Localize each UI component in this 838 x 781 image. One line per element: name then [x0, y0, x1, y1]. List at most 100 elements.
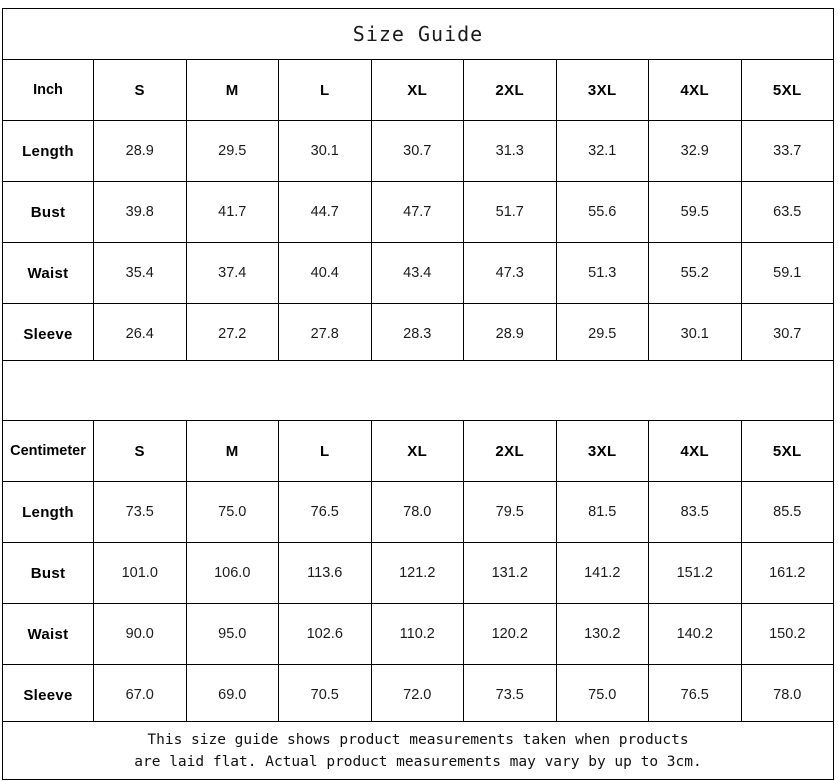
table-row: Bust 39.8 41.7 44.7 47.7 51.7 55.6 59.5 … [2, 181, 834, 243]
inch-sleeve-m: 27.2 [185, 303, 279, 365]
inch-waist-l: 40.4 [278, 242, 372, 304]
cm-waist-3xl: 130.2 [555, 603, 649, 665]
inch-unit-label: Inch [2, 59, 94, 121]
inch-col-header-2xl: 2XL [463, 59, 557, 121]
inch-sleeve-3xl: 29.5 [555, 303, 649, 365]
cm-waist-2xl: 120.2 [463, 603, 557, 665]
inch-col-header-m: M [185, 59, 279, 121]
inch-col-header-4xl: 4XL [648, 59, 742, 121]
table-row: Length 73.5 75.0 76.5 78.0 79.5 81.5 83.… [2, 481, 834, 543]
cm-waist-4xl: 140.2 [648, 603, 742, 665]
cm-col-header-xl: XL [370, 420, 464, 482]
cm-length-3xl: 81.5 [555, 481, 649, 543]
table-row: Waist 35.4 37.4 40.4 43.4 47.3 51.3 55.2… [2, 242, 834, 304]
inch-row-label-length: Length [2, 120, 94, 182]
table-row: Bust 101.0 106.0 113.6 121.2 131.2 141.2… [2, 542, 834, 604]
cm-bust-xl: 121.2 [370, 542, 464, 604]
cm-col-header-2xl: 2XL [463, 420, 557, 482]
table-row: Waist 90.0 95.0 102.6 110.2 120.2 130.2 … [2, 603, 834, 665]
table-row: Sleeve 26.4 27.2 27.8 28.3 28.9 29.5 30.… [2, 303, 834, 365]
cm-sleeve-5xl: 78.0 [740, 664, 834, 726]
inch-bust-xl: 47.7 [370, 181, 464, 243]
inch-bust-4xl: 59.5 [648, 181, 742, 243]
inch-waist-xl: 43.4 [370, 242, 464, 304]
inch-bust-l: 44.7 [278, 181, 372, 243]
page-title: Size Guide [2, 8, 834, 60]
inch-sleeve-5xl: 30.7 [740, 303, 834, 365]
inch-header-row: Inch S M L XL 2XL 3XL 4XL 5XL [2, 59, 834, 121]
inch-col-header-5xl: 5XL [740, 59, 834, 121]
inch-bust-3xl: 55.6 [555, 181, 649, 243]
cm-length-4xl: 83.5 [648, 481, 742, 543]
inch-length-2xl: 31.3 [463, 120, 557, 182]
separator-cell [2, 360, 834, 421]
cm-sleeve-m: 69.0 [185, 664, 279, 726]
cm-bust-2xl: 131.2 [463, 542, 557, 604]
inch-bust-5xl: 63.5 [740, 181, 834, 243]
cm-row-label-length: Length [2, 481, 94, 543]
inch-col-header-s: S [93, 59, 187, 121]
cm-length-5xl: 85.5 [740, 481, 834, 543]
inch-sleeve-l: 27.8 [278, 303, 372, 365]
cm-sleeve-3xl: 75.0 [555, 664, 649, 726]
cm-col-header-3xl: 3XL [555, 420, 649, 482]
cm-col-header-4xl: 4XL [648, 420, 742, 482]
cm-sleeve-s: 67.0 [93, 664, 187, 726]
inch-sleeve-xl: 28.3 [370, 303, 464, 365]
inch-waist-2xl: 47.3 [463, 242, 557, 304]
cm-sleeve-4xl: 76.5 [648, 664, 742, 726]
inch-waist-m: 37.4 [185, 242, 279, 304]
inch-length-4xl: 32.9 [648, 120, 742, 182]
inch-measurements-table: Inch S M L XL 2XL 3XL 4XL 5XL Length 28.… [2, 59, 834, 365]
cm-row-label-sleeve: Sleeve [2, 664, 94, 726]
cm-bust-m: 106.0 [185, 542, 279, 604]
cm-col-header-l: L [278, 420, 372, 482]
cm-sleeve-l: 70.5 [278, 664, 372, 726]
cm-bust-4xl: 151.2 [648, 542, 742, 604]
inch-length-s: 28.9 [93, 120, 187, 182]
cm-waist-l: 102.6 [278, 603, 372, 665]
inch-col-header-3xl: 3XL [555, 59, 649, 121]
footer-note-table: This size guide shows product measuremen… [2, 721, 834, 780]
title-table: Size Guide [2, 8, 834, 60]
table-row: Length 28.9 29.5 30.1 30.7 31.3 32.1 32.… [2, 120, 834, 182]
cm-col-header-m: M [185, 420, 279, 482]
footer-note-line-1: This size guide shows product measuremen… [147, 731, 689, 748]
inch-col-header-l: L [278, 59, 372, 121]
inch-bust-m: 41.7 [185, 181, 279, 243]
cm-col-header-5xl: 5XL [740, 420, 834, 482]
cm-sleeve-xl: 72.0 [370, 664, 464, 726]
inch-length-3xl: 32.1 [555, 120, 649, 182]
cm-col-header-s: S [93, 420, 187, 482]
inch-sleeve-4xl: 30.1 [648, 303, 742, 365]
cm-length-xl: 78.0 [370, 481, 464, 543]
cm-row-label-waist: Waist [2, 603, 94, 665]
inch-sleeve-2xl: 28.9 [463, 303, 557, 365]
inch-bust-2xl: 51.7 [463, 181, 557, 243]
inch-length-m: 29.5 [185, 120, 279, 182]
inch-length-l: 30.1 [278, 120, 372, 182]
inch-sleeve-s: 26.4 [93, 303, 187, 365]
inch-length-xl: 30.7 [370, 120, 464, 182]
cm-bust-5xl: 161.2 [740, 542, 834, 604]
cm-bust-l: 113.6 [278, 542, 372, 604]
cm-length-l: 76.5 [278, 481, 372, 543]
cm-row-label-bust: Bust [2, 542, 94, 604]
inch-waist-4xl: 55.2 [648, 242, 742, 304]
footer-note-line-2: are laid flat. Actual product measuremen… [134, 753, 702, 770]
inch-col-header-xl: XL [370, 59, 464, 121]
footer-note: This size guide shows product measuremen… [2, 721, 834, 780]
cm-waist-m: 95.0 [185, 603, 279, 665]
cm-sleeve-2xl: 73.5 [463, 664, 557, 726]
inch-row-label-bust: Bust [2, 181, 94, 243]
inch-row-label-sleeve: Sleeve [2, 303, 94, 365]
cm-bust-3xl: 141.2 [555, 542, 649, 604]
cm-bust-s: 101.0 [93, 542, 187, 604]
cm-waist-xl: 110.2 [370, 603, 464, 665]
cm-waist-5xl: 150.2 [740, 603, 834, 665]
inch-waist-5xl: 59.1 [740, 242, 834, 304]
centimeter-measurements-table: Centimeter S M L XL 2XL 3XL 4XL 5XL Leng… [2, 420, 834, 726]
inch-row-label-waist: Waist [2, 242, 94, 304]
cm-unit-label: Centimeter [2, 420, 94, 482]
